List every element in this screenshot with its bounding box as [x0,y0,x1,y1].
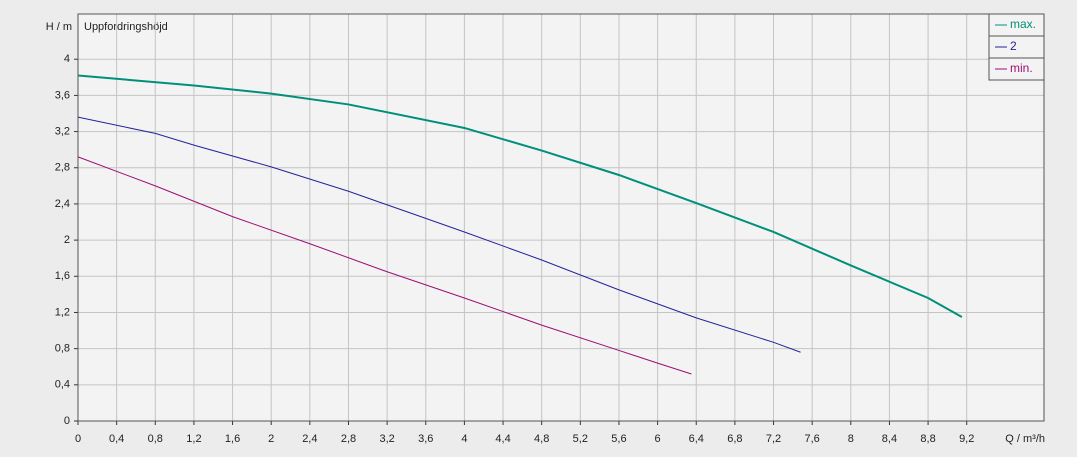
x-axis-label: Q / m³/h [1005,433,1045,445]
x-tick-label: 0,8 [148,433,163,445]
y-tick-label: 3,2 [55,125,70,137]
y-tick-label: 4 [64,53,70,65]
plot-frame [77,13,1045,422]
x-tick-label: 1,2 [186,433,201,445]
curve [77,116,801,353]
legend-label: max. [1010,17,1036,31]
x-tick-label: 5,2 [573,433,588,445]
x-tick-label: 0 [75,433,81,445]
x-tick-label: 6,8 [727,433,742,445]
plot-area [78,14,1044,421]
x-tick-label: 8,8 [920,433,935,445]
x-tick-label: 4,4 [495,433,510,445]
curve [77,74,963,318]
x-tick-label: 4 [461,433,467,445]
x-tick-label: 6 [655,433,661,445]
y-tick-label: 0 [64,415,70,427]
curve [77,156,692,375]
x-tick-label: 3,2 [379,433,394,445]
x-tick-label: 8 [848,433,854,445]
y-axis-label: H / m [46,21,72,33]
x-tick-label: 1,6 [225,433,240,445]
x-tick-label: 6,4 [689,433,704,445]
x-tick-label: 9,2 [959,433,974,445]
y-tick-label: 0,8 [55,343,70,355]
x-tick-label: 8,4 [882,433,897,445]
y-tick-label: 3,6 [55,89,70,101]
x-tick-label: 4,8 [534,433,549,445]
x-tick-label: 7,2 [766,433,781,445]
y-tick-label: 0,4 [55,379,70,391]
x-tick-label: 3,6 [418,433,433,445]
y-tick-label: 1,6 [55,270,70,282]
chart-subtitle: Uppfordringshöjd [84,21,168,33]
y-tick-label: 1,2 [55,306,70,318]
legend-label: 2 [1010,39,1017,53]
legend-label: min. [1010,61,1033,75]
x-tick-label: 7,6 [805,433,820,445]
x-tick-label: 2,8 [341,433,356,445]
y-tick-label: 2,4 [55,198,70,210]
x-tick-label: 2 [268,433,274,445]
y-tick-label: 2,8 [55,162,70,174]
y-tick-label: 2 [64,234,70,246]
x-tick-label: 2,4 [302,433,317,445]
x-tick-label: 5,6 [611,433,626,445]
x-tick-label: 0,4 [109,433,124,445]
